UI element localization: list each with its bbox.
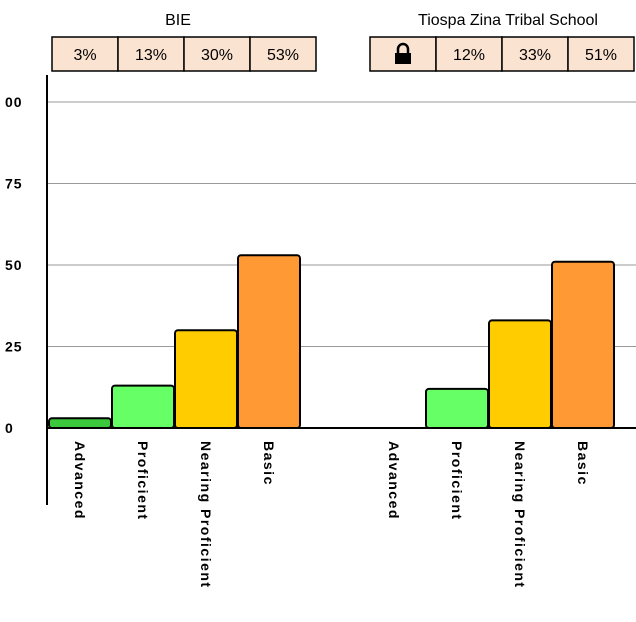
bar <box>552 262 614 428</box>
y-tick-label: 75 <box>5 176 23 192</box>
percent-label: 30% <box>201 47 233 64</box>
category-label: Basic <box>575 441 591 486</box>
category-label: Basic <box>261 441 277 486</box>
percent-label: 13% <box>135 47 167 64</box>
y-tick-label: 00 <box>5 94 23 110</box>
category-label: Nearing Proficient <box>198 441 214 589</box>
y-axis-ticks: 0 25 50 75 00 <box>5 94 23 436</box>
bar <box>175 330 237 428</box>
y-tick-label: 25 <box>5 339 23 355</box>
group-title: Tiospa Zina Tribal School <box>418 12 598 29</box>
bars <box>49 255 614 428</box>
percent-label: 3% <box>73 47 96 64</box>
category-label: Proficient <box>449 441 465 521</box>
bar <box>49 418 111 428</box>
category-label: Proficient <box>135 441 151 521</box>
percent-label: 12% <box>453 47 485 64</box>
category-label: Advanced <box>386 441 402 520</box>
percent-label: 53% <box>267 47 299 64</box>
percent-label: 51% <box>585 47 617 64</box>
percent-label: 33% <box>519 47 551 64</box>
group-headers: BIE 3% 13% 30% 53% Tiospa Zina Tribal School 1… <box>52 12 634 71</box>
group-title: BIE <box>165 12 191 29</box>
bar <box>112 386 174 428</box>
y-tick-label: 50 <box>5 257 23 273</box>
y-tick-label: 0 <box>5 420 14 436</box>
bar <box>426 389 488 428</box>
category-label: Nearing Proficient <box>512 441 528 589</box>
category-label: Advanced <box>72 441 88 520</box>
category-labels: Advanced Proficient Nearing Proficient Basi… <box>72 441 591 589</box>
bar <box>489 320 551 428</box>
bar <box>238 255 300 428</box>
